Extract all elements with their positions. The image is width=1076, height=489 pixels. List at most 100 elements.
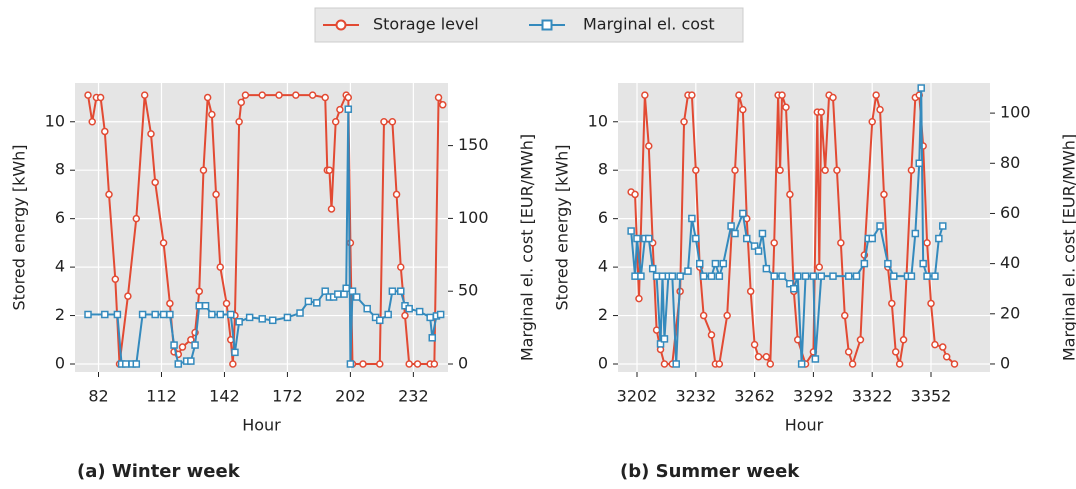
y-tick-label: 10 — [588, 111, 608, 130]
marker — [816, 264, 822, 270]
marker — [869, 119, 875, 125]
marker — [787, 191, 793, 197]
y2-axis-label: Marginal el. cost [EUR/MWh] — [1060, 134, 1076, 361]
marker — [133, 216, 139, 222]
x-axis-label: Hour — [242, 416, 281, 435]
legend-marker — [543, 21, 552, 30]
marker — [877, 223, 883, 229]
y-tick-label: 0 — [55, 354, 65, 373]
marker — [133, 361, 139, 367]
marker — [783, 104, 789, 110]
marker — [654, 273, 660, 279]
marker — [908, 167, 914, 173]
marker — [818, 273, 824, 279]
marker — [196, 288, 202, 294]
marker — [752, 342, 758, 348]
marker — [152, 311, 158, 317]
marker — [333, 119, 339, 125]
y-tick-label: 2 — [55, 305, 65, 324]
marker — [763, 354, 769, 360]
marker — [642, 92, 648, 98]
legend-label: Storage level — [373, 15, 479, 34]
marker — [385, 311, 391, 317]
marker — [748, 288, 754, 294]
y2-tick-label: 100 — [1000, 103, 1031, 122]
marker — [810, 273, 816, 279]
marker — [842, 313, 848, 319]
marker — [661, 361, 667, 367]
marker — [436, 95, 442, 101]
marker — [846, 349, 852, 355]
marker — [854, 273, 860, 279]
marker — [893, 349, 899, 355]
marker — [697, 261, 703, 267]
y2-tick-label: 0 — [1000, 353, 1010, 372]
marker — [102, 311, 108, 317]
marker — [167, 311, 173, 317]
y-tick-label: 8 — [55, 160, 65, 179]
marker — [632, 191, 638, 197]
marker — [932, 273, 938, 279]
marker — [881, 191, 887, 197]
marker — [728, 223, 734, 229]
marker — [175, 361, 181, 367]
marker — [940, 223, 946, 229]
subplot-title: (b) Summer week — [620, 461, 800, 482]
y-tick-label: 10 — [45, 111, 65, 130]
marker — [830, 95, 836, 101]
marker — [415, 361, 421, 367]
x-tick-label: 142 — [209, 387, 240, 406]
marker — [440, 102, 446, 108]
marker — [822, 167, 828, 173]
marker — [217, 264, 223, 270]
marker — [756, 248, 762, 254]
marker — [200, 167, 206, 173]
x-axis-label: Hour — [785, 416, 824, 435]
x-tick-label: 172 — [272, 387, 303, 406]
marker — [901, 337, 907, 343]
marker — [345, 95, 351, 101]
marker — [928, 300, 934, 306]
x-tick-label: 3202 — [617, 387, 658, 406]
marker — [628, 228, 634, 234]
marker — [394, 191, 400, 197]
marker — [869, 236, 875, 242]
marker — [818, 109, 824, 115]
marker — [779, 273, 785, 279]
marker — [142, 92, 148, 98]
marker — [877, 107, 883, 113]
marker — [908, 273, 914, 279]
marker — [763, 266, 769, 272]
marker — [944, 354, 950, 360]
marker — [85, 311, 91, 317]
marker — [689, 215, 695, 221]
marker — [771, 273, 777, 279]
marker — [247, 314, 253, 320]
marker — [152, 179, 158, 185]
marker — [646, 236, 652, 242]
marker — [402, 313, 408, 319]
marker — [767, 361, 773, 367]
x-tick-label: 3262 — [734, 387, 775, 406]
marker — [406, 306, 412, 312]
marker — [701, 273, 707, 279]
y-tick-label: 4 — [55, 257, 65, 276]
marker — [924, 273, 930, 279]
marker — [98, 95, 104, 101]
marker — [689, 92, 695, 98]
marker — [417, 309, 423, 315]
marker — [740, 107, 746, 113]
marker — [114, 311, 120, 317]
marker — [791, 286, 797, 292]
marker — [693, 167, 699, 173]
marker — [716, 361, 722, 367]
marker — [885, 261, 891, 267]
marker — [398, 264, 404, 270]
marker — [659, 273, 665, 279]
marker — [673, 361, 679, 367]
marker — [677, 273, 683, 279]
marker — [918, 85, 924, 91]
marker — [125, 293, 131, 299]
x-tick-label: 3292 — [793, 387, 834, 406]
